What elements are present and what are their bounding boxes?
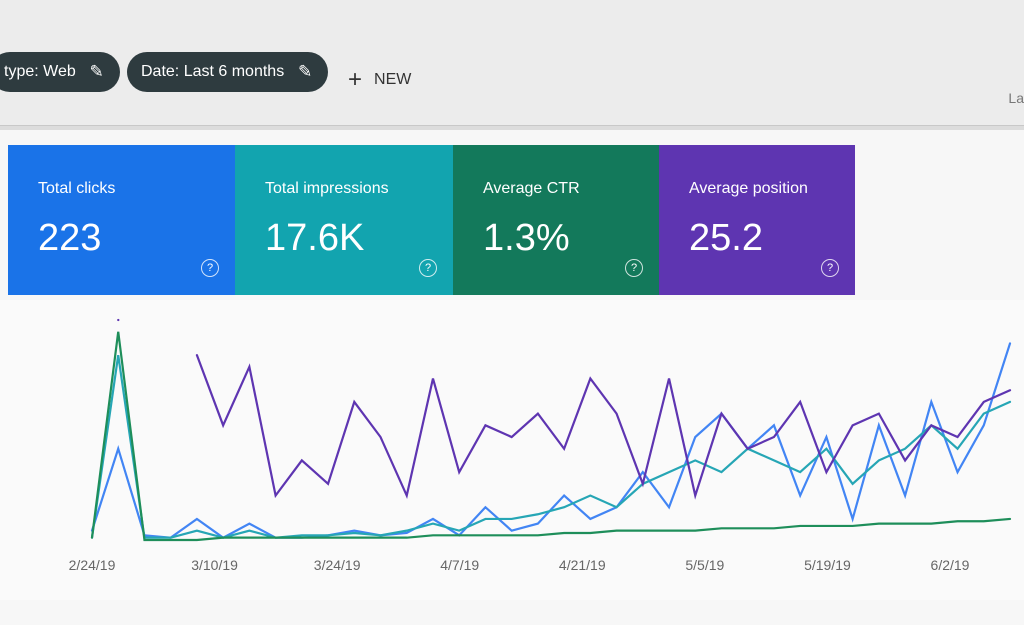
corner-text: La (1008, 90, 1024, 106)
filter-chip[interactable]: type: Web (0, 52, 120, 92)
series-line (195, 354, 1012, 500)
card-title: Total impressions (265, 180, 389, 197)
new-button[interactable]: + NEW (348, 66, 412, 93)
metric-card[interactable]: Total clicks 223? (8, 145, 235, 295)
help-icon: ? (201, 259, 219, 277)
x-tick-label: 6/2/19 (931, 557, 970, 573)
series-line (90, 354, 1012, 539)
metric-card[interactable]: Average CTR 1.3%? (453, 145, 659, 295)
card-title: Total clicks (38, 180, 116, 197)
x-tick-label: 3/24/19 (314, 557, 361, 573)
x-tick-label: 4/7/19 (440, 557, 479, 573)
card-value: 25.2 (689, 217, 763, 259)
x-tick-label: 5/5/19 (685, 557, 724, 573)
x-tick-label: 3/10/19 (191, 557, 238, 573)
series-line (90, 331, 1012, 542)
toolbar: type: Web Date: Last 6 months +NEW La (0, 0, 1024, 126)
help-icon: ? (821, 259, 839, 277)
card-value: 1.3% (483, 217, 570, 259)
metric-card[interactable]: Total impressions 17.6K? (235, 145, 453, 295)
x-tick-label: 5/19/19 (804, 557, 851, 573)
chart-background (0, 300, 1024, 600)
help-icon: ? (625, 259, 643, 277)
card-value: 17.6K (265, 217, 365, 259)
x-tick-label: 2/24/19 (69, 557, 116, 573)
filter-chip[interactable]: Date: Last 6 months (127, 52, 329, 92)
card-title: Average CTR (483, 180, 580, 197)
metric-card[interactable]: Average position 25.2? (659, 145, 855, 295)
card-value: 223 (38, 217, 102, 259)
series-line (90, 342, 1012, 539)
help-icon: ? (419, 259, 437, 277)
new-label: NEW (374, 71, 412, 88)
card-title: Average position (689, 180, 808, 197)
chart: 2/24/19 3/10/19 3/24/19 4/7/19 4/21/19 5/5/19… (0, 300, 1024, 600)
x-tick-label: 4/21/19 (559, 557, 606, 573)
